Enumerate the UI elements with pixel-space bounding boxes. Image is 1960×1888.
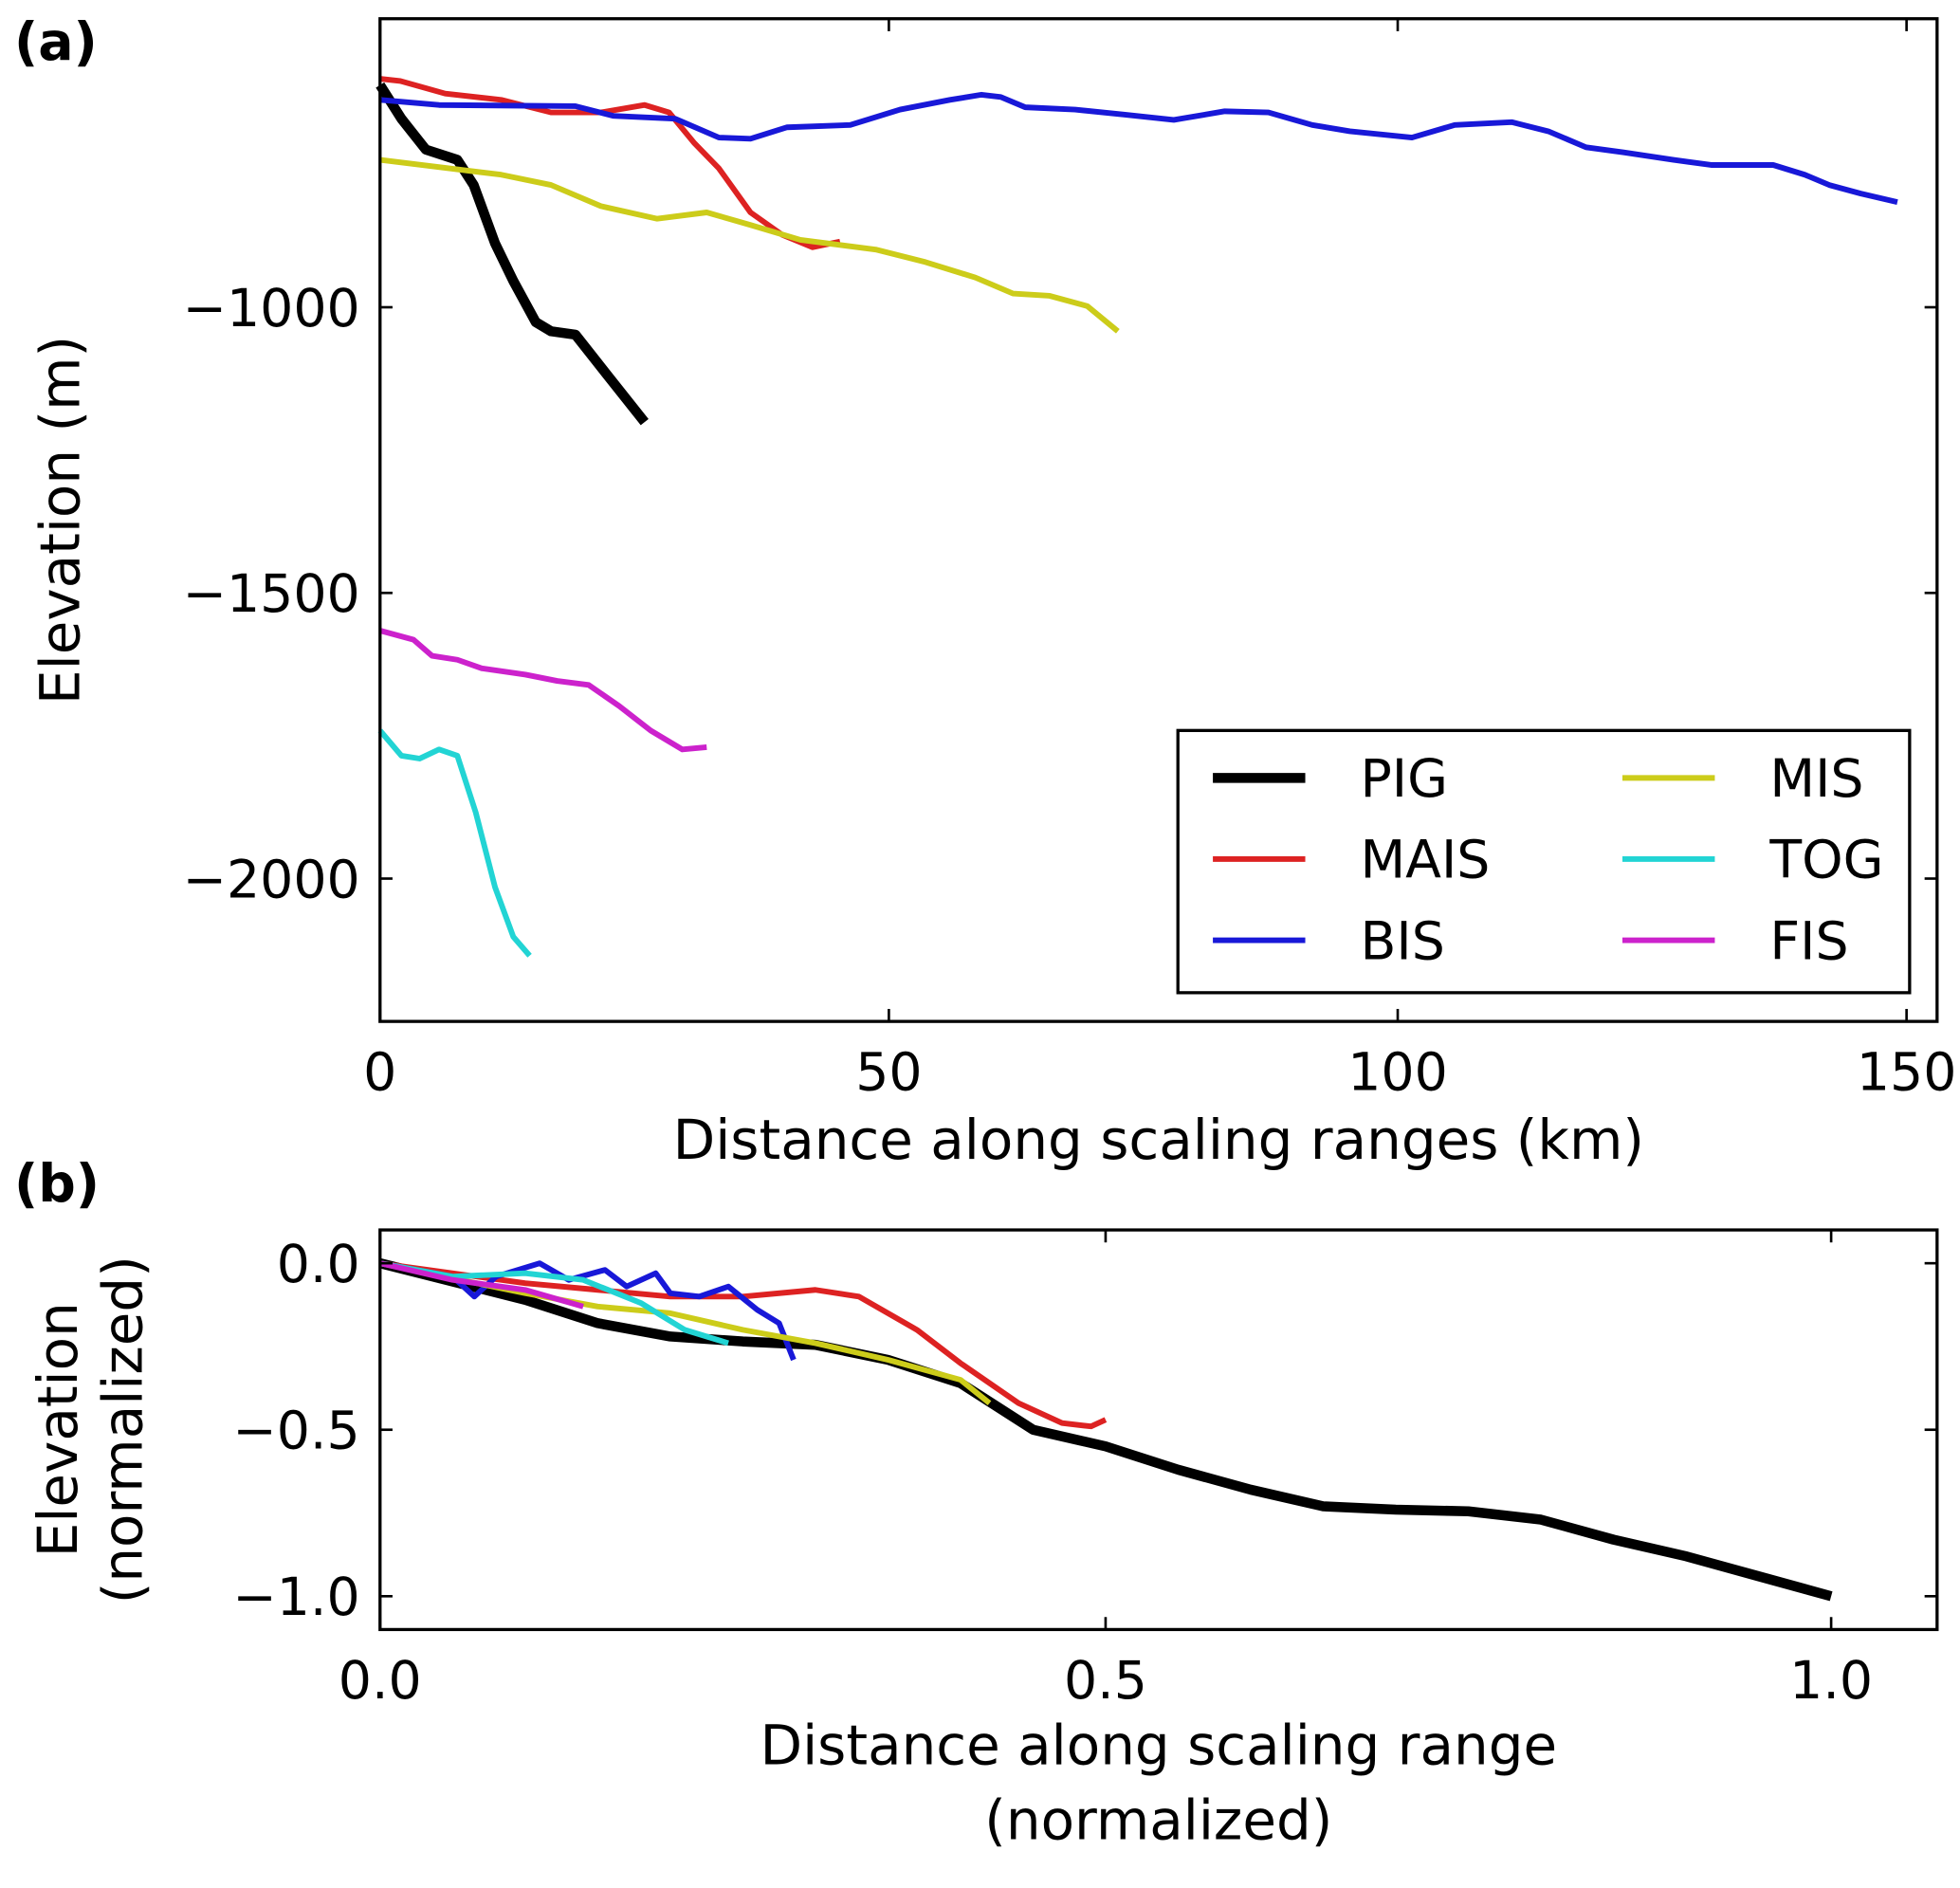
legend-label: TOG	[1768, 831, 1883, 891]
y-axis-label: Elevation	[26, 1302, 90, 1557]
series-line	[378, 628, 707, 753]
series-line	[379, 1260, 584, 1310]
legend-label: BIS	[1360, 911, 1444, 972]
legend-label: MIS	[1769, 749, 1863, 810]
legend-label: PIG	[1360, 749, 1448, 810]
y-axis-label: (normalized)	[90, 1256, 155, 1604]
y-tick-label: 0.0	[277, 1235, 360, 1295]
y-tick-label: −1000	[183, 279, 360, 339]
series-line	[379, 1260, 797, 1362]
y-tick-label: −0.5	[232, 1401, 359, 1461]
x-axis-label: (normalized)	[984, 1788, 1332, 1853]
series-line	[376, 82, 649, 426]
y-tick-label: −2000	[183, 850, 360, 910]
y-tick-label: −1500	[183, 564, 360, 625]
x-tick-label: 50	[855, 1043, 922, 1104]
series-line	[377, 728, 532, 958]
panel-label: (b)	[14, 1154, 100, 1215]
x-axis-label: Distance along scaling range	[760, 1714, 1557, 1778]
legend-label: FIS	[1769, 911, 1848, 972]
legend-label: MAIS	[1360, 831, 1490, 891]
series-line	[379, 91, 1898, 206]
series-line	[379, 156, 1120, 334]
x-axis-label: Distance along scaling ranges (km)	[673, 1108, 1644, 1172]
x-tick-label: 1.0	[1789, 1651, 1873, 1712]
y-axis-label: Elevation (m)	[27, 336, 92, 705]
series-line	[379, 1260, 729, 1347]
series-line	[379, 1260, 1108, 1430]
y-tick-label: −1.0	[232, 1567, 359, 1628]
x-tick-label: 0.5	[1064, 1651, 1147, 1712]
x-tick-label: 150	[1857, 1043, 1957, 1104]
x-tick-label: 0	[363, 1043, 396, 1104]
series-line	[378, 1258, 1833, 1602]
axes-frame	[378, 17, 1939, 1023]
panel-label: (a)	[14, 12, 98, 73]
x-tick-label: 0.0	[339, 1651, 422, 1712]
x-tick-label: 100	[1347, 1043, 1448, 1104]
